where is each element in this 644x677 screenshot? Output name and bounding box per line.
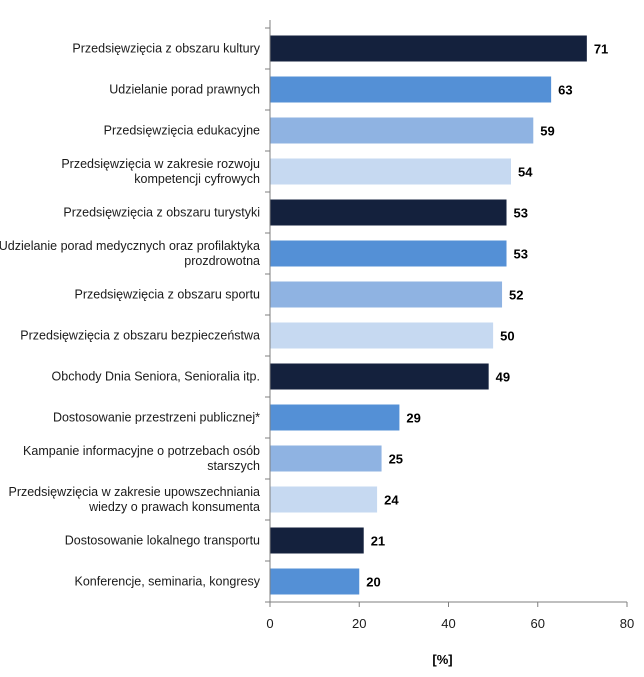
bar (270, 527, 364, 554)
category-label: Przedsięwzięcia z obszaru kultury (72, 42, 260, 56)
value-label: 50 (500, 329, 514, 344)
x-tick-label: 20 (352, 616, 366, 631)
value-label: 29 (406, 411, 420, 426)
category-label: Przedsięwzięcia z obszaru sportu (75, 288, 261, 302)
category-labels: Przedsięwzięcia z obszaru kultury Udziela… (0, 42, 261, 589)
category-label: Przedsięwzięcia z obszaru bezpieczeństwa (20, 329, 260, 343)
bar (270, 363, 489, 390)
x-tick-label: 0 (266, 616, 273, 631)
value-label: 53 (514, 247, 528, 262)
bar (270, 240, 507, 267)
value-label: 20 (366, 575, 380, 590)
bar (270, 404, 400, 431)
value-label: 21 (371, 534, 385, 549)
bar (270, 158, 511, 185)
category-label: Przedsięwzięcia edukacyjne (104, 124, 260, 138)
category-label: Obchody Dnia Seniora, Senioralia itp. (52, 370, 260, 384)
bar (270, 445, 382, 472)
bar (270, 486, 378, 513)
category-label: kompetencji cyfrowych (134, 172, 260, 186)
bar (270, 76, 552, 103)
x-axis-title: [%] (432, 652, 452, 667)
bar (270, 35, 587, 62)
value-label: 54 (518, 165, 533, 180)
x-axis: 0 20 40 60 80 (265, 20, 634, 631)
category-label: Przedsięwzięcia w zakresie upowszechnian… (8, 485, 260, 499)
bars (270, 35, 587, 595)
category-label: wiedzy o prawach konsumenta (88, 500, 260, 514)
category-label: Kampanie informacyjne o potrzebach osób (23, 444, 260, 458)
bar (270, 199, 507, 226)
value-label: 63 (558, 83, 572, 98)
category-label: Przedsięwzięcia w zakresie rozwoju (61, 157, 260, 171)
category-label: Konferencje, seminaria, kongresy (74, 575, 260, 589)
value-label: 24 (384, 493, 399, 508)
category-label: Udzielanie porad prawnych (109, 83, 260, 97)
value-label: 71 (594, 42, 608, 57)
value-label: 49 (496, 370, 510, 385)
bar (270, 568, 360, 595)
category-label: starszych (207, 459, 260, 473)
category-label: Dostosowanie lokalnego transportu (65, 534, 260, 548)
value-label: 59 (540, 124, 554, 139)
value-label: 53 (514, 206, 528, 221)
value-label: 52 (509, 288, 523, 303)
category-label: Udzielanie porad medycznych oraz profila… (0, 239, 260, 253)
bar (270, 117, 534, 144)
x-tick-label: 80 (620, 616, 634, 631)
category-label: Dostosowanie przestrzeni publicznej* (53, 411, 260, 425)
value-label: 25 (389, 452, 403, 467)
category-label: Przedsięwzięcia z obszaru turystyki (63, 206, 260, 220)
value-labels: 71 63 59 54 53 53 52 50 49 29 25 24 21 20 (366, 42, 608, 590)
category-label: prozdrowotna (184, 254, 260, 268)
bar (270, 281, 503, 308)
x-tick-label: 60 (531, 616, 545, 631)
bar (270, 322, 494, 349)
x-tick-label: 40 (441, 616, 455, 631)
